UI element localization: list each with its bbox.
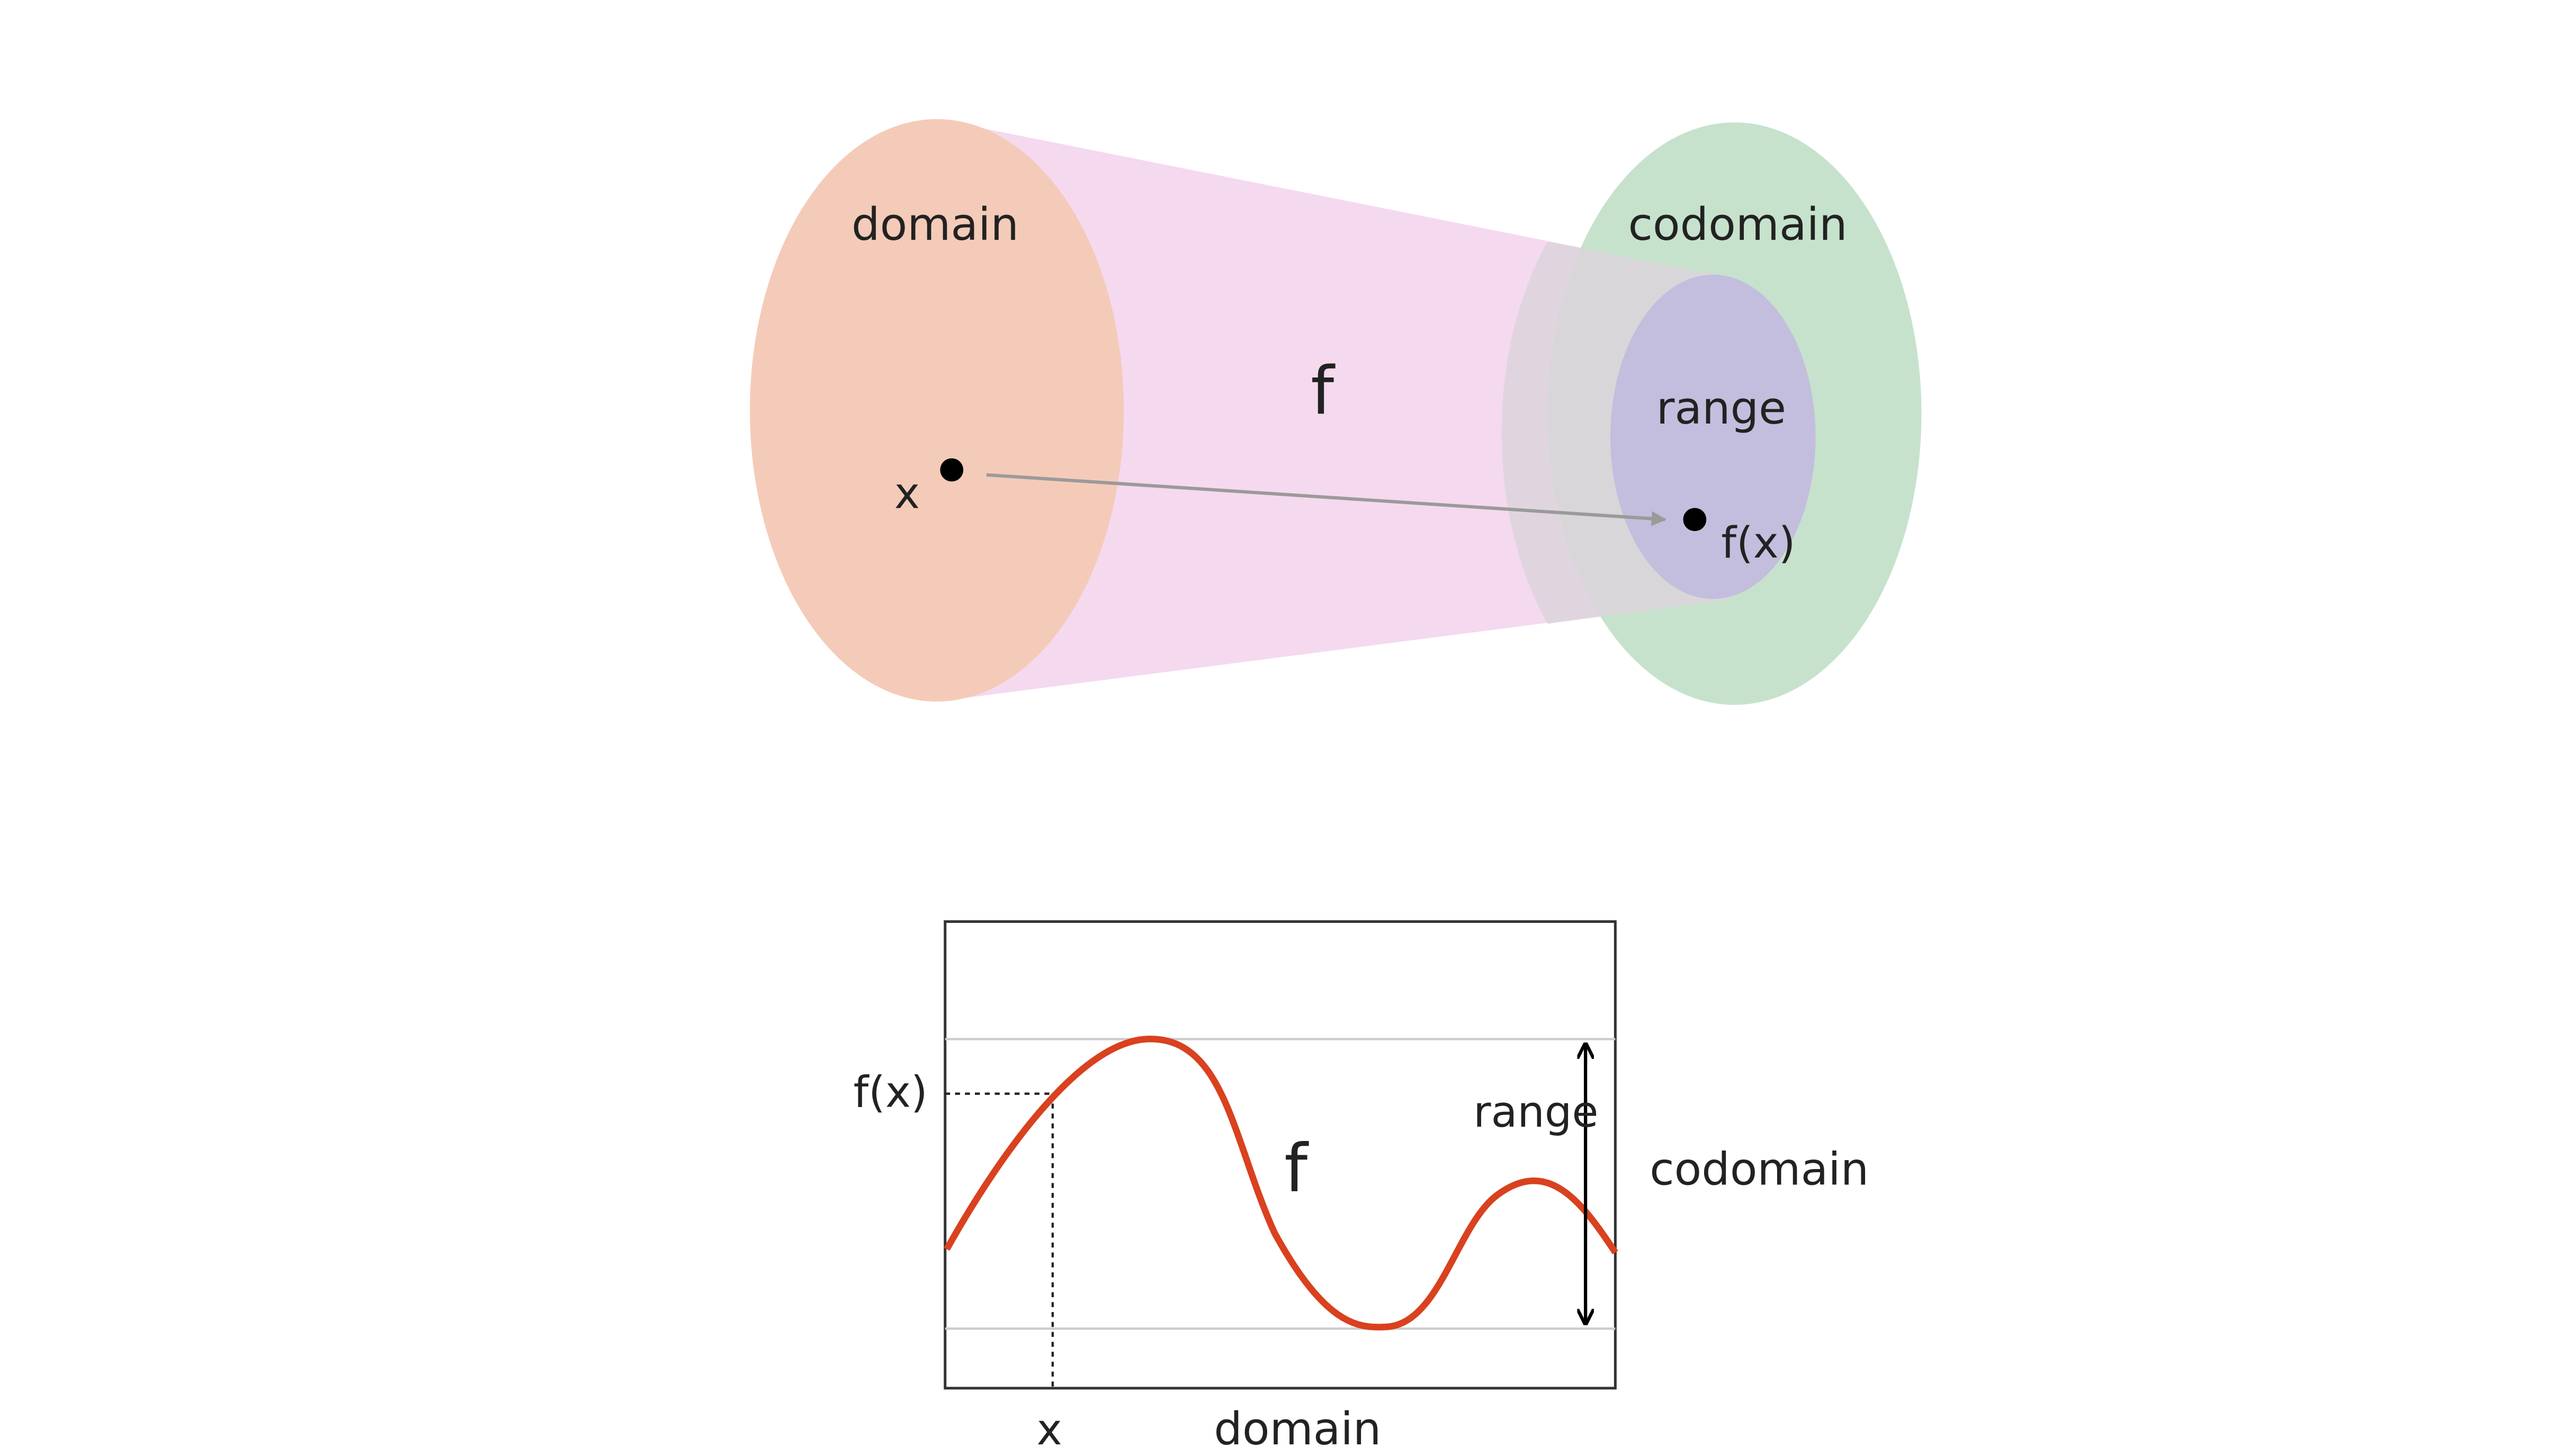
codomain-label: codomain (1628, 199, 1848, 250)
graph-frame (944, 920, 1617, 1390)
domain-label: domain (852, 199, 1019, 250)
graph-x-label: x (1037, 1405, 1062, 1455)
function-curve (944, 1036, 1618, 1331)
output-fx-label: f(x) (1721, 518, 1795, 568)
graph-function-f-label: f (1284, 1130, 1309, 1207)
mapping-arrow (986, 473, 1666, 526)
mapping-diagram: domain codomain range f x f(x) (750, 119, 1922, 705)
graph-diagram: f(x) f range codomain x domain (854, 920, 1869, 1455)
function-f-label: f (1311, 353, 1336, 429)
domain-ellipse (750, 119, 1124, 702)
graph-fx-label: f(x) (854, 1068, 928, 1118)
graph-codomain-label: codomain (1650, 1144, 1869, 1196)
range-label: range (1656, 382, 1786, 434)
graph-domain-label: domain (1214, 1403, 1381, 1455)
graph-range-label: range (1473, 1087, 1598, 1137)
output-point (1683, 508, 1707, 532)
input-x-label: x (894, 469, 920, 518)
input-point (940, 458, 964, 482)
